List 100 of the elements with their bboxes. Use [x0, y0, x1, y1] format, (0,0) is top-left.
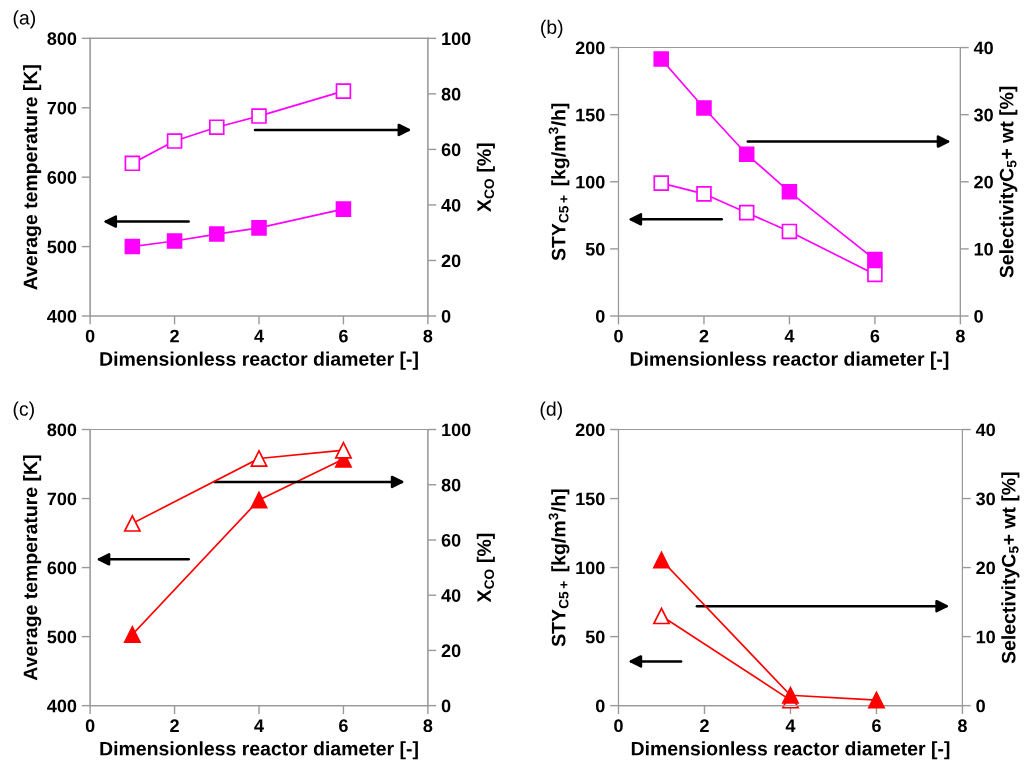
chart-title: (d)	[540, 401, 562, 420]
y2-tick-label: 20	[441, 644, 461, 658]
x-tick-label: 6	[339, 719, 348, 733]
y-tick-label: 50	[585, 242, 605, 256]
x-axis-title: Dimensionless reactor diameter [-]	[631, 741, 950, 760]
x-tick-label: 0	[614, 329, 623, 343]
point	[653, 175, 670, 191]
chart-title: (b)	[541, 19, 563, 38]
y2-tick-label: 0	[974, 309, 983, 323]
x-tick-label: 2	[699, 329, 709, 343]
y2-axis-title: X$_{CO}$ [%]	[476, 533, 495, 603]
y2-tick-label: 20	[974, 175, 993, 189]
x-tick-label: 8	[955, 329, 965, 343]
x-tick-label: 6	[339, 329, 348, 343]
y-tick-label: 200	[575, 423, 605, 437]
y2-axis-title: SelectivityC$_{5}$+ wt [%]	[1001, 472, 1020, 664]
point	[250, 491, 268, 509]
point	[738, 146, 755, 163]
point	[696, 186, 712, 202]
chart-title: (c)	[13, 401, 34, 420]
point	[781, 223, 798, 240]
x-axis-title: Dimensionless reactor diameter [-]	[100, 741, 418, 760]
y2-tick-label: 100	[442, 423, 471, 437]
y-tick-label: 400	[47, 699, 77, 713]
x-tick-label: 0	[85, 329, 95, 343]
point	[696, 100, 712, 116]
point	[335, 201, 352, 217]
y2-axis-title: X$_{CO}$ [%]	[476, 143, 495, 212]
y2-tick-label: 40	[975, 423, 995, 437]
y-tick-label: 500	[47, 630, 77, 644]
y2-tick-label: 20	[441, 254, 461, 268]
y2-tick-label: 40	[973, 41, 993, 55]
point	[781, 184, 798, 200]
y-tick-label: 200	[575, 41, 605, 55]
point	[123, 514, 141, 532]
y2-axis-title: SelectivityC$_{5}$+ wt [%]	[999, 86, 1018, 278]
y-tick-label: 600	[47, 561, 77, 575]
point	[209, 119, 225, 135]
y-tick-label: 100	[576, 175, 605, 189]
x-tick-label: 8	[958, 719, 967, 733]
y2-tick-label: 80	[441, 87, 461, 101]
y2-tick-label: 60	[441, 533, 461, 547]
point	[124, 155, 141, 172]
y-axis-title: STY$_{C5+}$ [kg/m$^{3}$/h]	[548, 103, 570, 261]
x-tick-label: 4	[784, 329, 795, 343]
y-axis-title: Average temperature [K]	[23, 65, 42, 290]
x-axis-title: Dimensionless reactor diameter [-]	[630, 351, 949, 370]
y-tick-label: 0	[595, 309, 605, 323]
point	[867, 691, 885, 709]
point	[335, 83, 352, 99]
y-tick-label: 800	[47, 423, 77, 437]
point	[867, 251, 883, 268]
x-tick-label: 4	[785, 719, 796, 732]
x-axis-title: Dimensionless reactor diameter [-]	[100, 351, 418, 370]
x-tick-label: 4	[254, 719, 264, 732]
y-axis-title: STY$_{C5+}$ [kg/m$^{3}$/h]	[548, 489, 570, 647]
point	[653, 51, 670, 67]
point	[251, 108, 267, 124]
y2-tick-label: 10	[974, 242, 993, 256]
y-tick-label: 500	[47, 240, 77, 254]
y-axis-title: Average temperature [K]	[23, 455, 42, 681]
point	[334, 441, 352, 459]
point	[166, 233, 183, 249]
y-tick-label: 700	[47, 492, 77, 506]
y-tick-label: 0	[595, 699, 605, 713]
y-tick-label: 600	[47, 171, 77, 184]
y2-tick-label: 30	[973, 108, 993, 122]
point	[781, 686, 799, 704]
point	[166, 133, 183, 149]
x-tick-label: 2	[170, 719, 179, 732]
y-tick-label: 700	[47, 101, 77, 115]
x-tick-label: 8	[423, 719, 433, 733]
y-tick-label: 150	[576, 492, 605, 506]
x-tick-label: 6	[872, 719, 881, 733]
point	[653, 551, 670, 569]
point	[251, 220, 267, 236]
y-tick-label: 50	[585, 630, 605, 644]
point	[250, 450, 268, 467]
y2-tick-label: 80	[441, 478, 461, 492]
y2-tick-label: 0	[976, 699, 985, 713]
y2-tick-label: 20	[976, 561, 995, 575]
y2-tick-label: 30	[976, 492, 995, 506]
point	[867, 266, 883, 283]
x-tick-label: 2	[700, 719, 709, 732]
y-tick-label: 400	[47, 309, 77, 323]
y2-tick-label: 10	[976, 630, 995, 644]
x-tick-label: 6	[870, 329, 880, 343]
x-tick-label: 0	[614, 719, 623, 733]
y2-tick-label: 40	[441, 589, 461, 602]
point	[123, 626, 141, 644]
y-tick-label: 800	[47, 32, 77, 46]
y2-tick-label: 0	[441, 699, 451, 713]
x-tick-label: 2	[170, 329, 179, 343]
chart-title: (a)	[13, 10, 36, 29]
point	[124, 238, 141, 255]
y-tick-label: 100	[576, 561, 605, 575]
y2-tick-label: 0	[441, 309, 451, 323]
x-tick-label: 4	[254, 329, 264, 343]
y2-tick-label: 60	[441, 143, 461, 157]
y-tick-label: 150	[576, 108, 605, 122]
